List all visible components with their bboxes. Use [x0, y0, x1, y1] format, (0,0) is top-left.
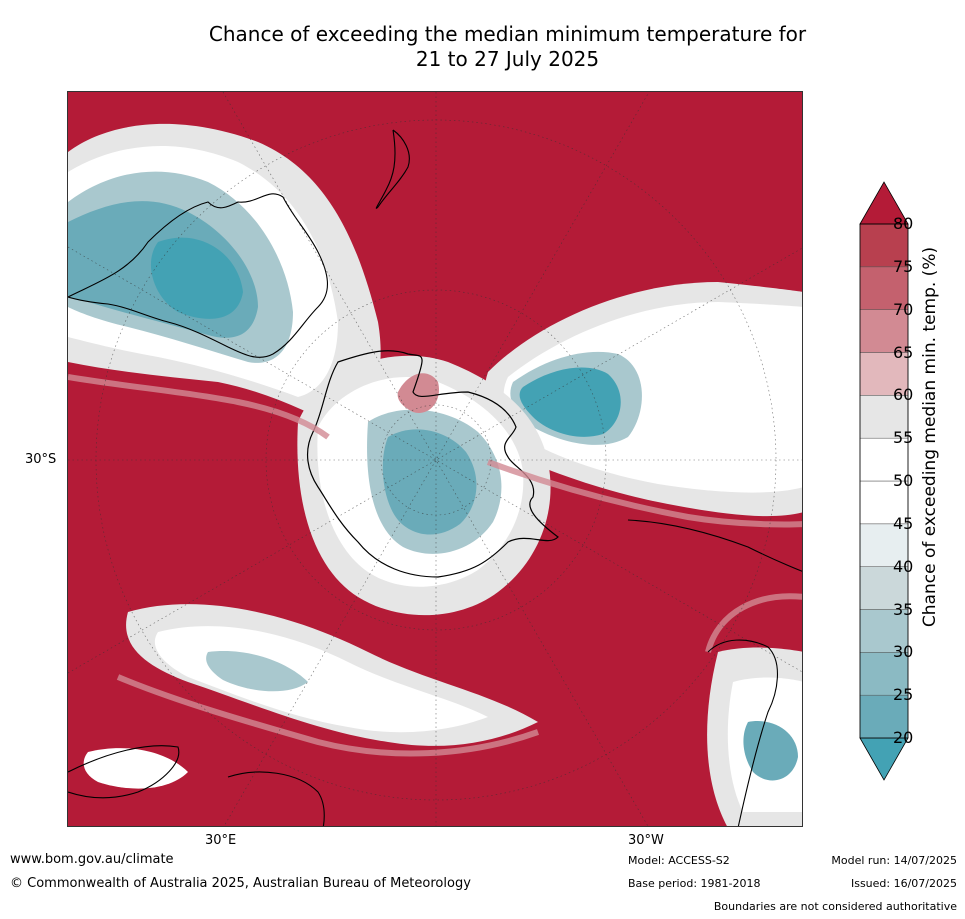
- colorbar-tick-label: 45: [893, 513, 914, 533]
- colorbar-tick-label: 75: [893, 256, 914, 276]
- colorbar-tick-label: 55: [893, 428, 914, 448]
- colorbar-tick-label: 50: [893, 471, 914, 490]
- colorbar-segment: [859, 266, 909, 310]
- colorbar-segment: [859, 352, 909, 396]
- colorbar-tick-label: 35: [893, 599, 914, 619]
- antarctica-region: [297, 350, 559, 616]
- colorbar-segment: [859, 395, 909, 439]
- footer-issued: Issued: 16/07/2025: [850, 877, 957, 890]
- footer-base-period: Base period: 1981-2018: [628, 877, 761, 890]
- footer-model-run: Model run: 14/07/2025: [831, 854, 957, 867]
- colorbar-segment: [859, 437, 909, 482]
- colorbar-tick-label: 65: [893, 342, 914, 362]
- footer-model: Model: ACCESS-S2: [628, 854, 730, 867]
- warm-pink-bands: [68, 374, 802, 757]
- colorbar-tick-label: 40: [893, 556, 914, 576]
- probability-map: [67, 91, 803, 827]
- map-canvas: [68, 92, 802, 826]
- colorbar-segment: [859, 609, 909, 653]
- colorbar-tick-label: 30: [893, 642, 914, 662]
- colorbar: [859, 181, 909, 781]
- footer-website: www.bom.gov.au/climate: [10, 852, 174, 867]
- colorbar-tick-label: 60: [893, 385, 914, 405]
- longitude-label-30w: 30°W: [628, 833, 664, 848]
- coastlines: [68, 129, 802, 826]
- colorbar-segment: [859, 523, 909, 567]
- colorbar-tick-label: 80: [893, 214, 914, 233]
- longitude-label-30e: 30°E: [205, 833, 237, 848]
- cool-region-indian-ocean: [68, 123, 381, 433]
- colorbar-tick-label: 70: [893, 299, 914, 319]
- chart-title: Chance of exceeding the median minimum t…: [0, 22, 965, 72]
- colorbar-segments: [859, 181, 909, 781]
- footer-disclaimer: Boundaries are not considered authoritat…: [713, 900, 957, 913]
- graticule: [68, 92, 802, 826]
- cool-region-southern-ocean: [83, 604, 802, 826]
- chart-title-line1: Chance of exceeding the median minimum t…: [208, 22, 807, 46]
- colorbar-segment: [859, 566, 909, 610]
- colorbar-tick-label: 20: [893, 728, 914, 747]
- chart-title-line2: 21 to 27 July 2025: [415, 47, 600, 71]
- latitude-label-30s: 30°S: [25, 452, 57, 467]
- colorbar-segment: [859, 223, 909, 268]
- colorbar-tick-label: 25: [893, 685, 914, 705]
- footer-copyright: © Commonwealth of Australia 2025, Austra…: [10, 876, 471, 891]
- colorbar-segment: [859, 480, 909, 525]
- cool-region-south-atlantic: [484, 282, 802, 517]
- colorbar-outline: [859, 223, 909, 739]
